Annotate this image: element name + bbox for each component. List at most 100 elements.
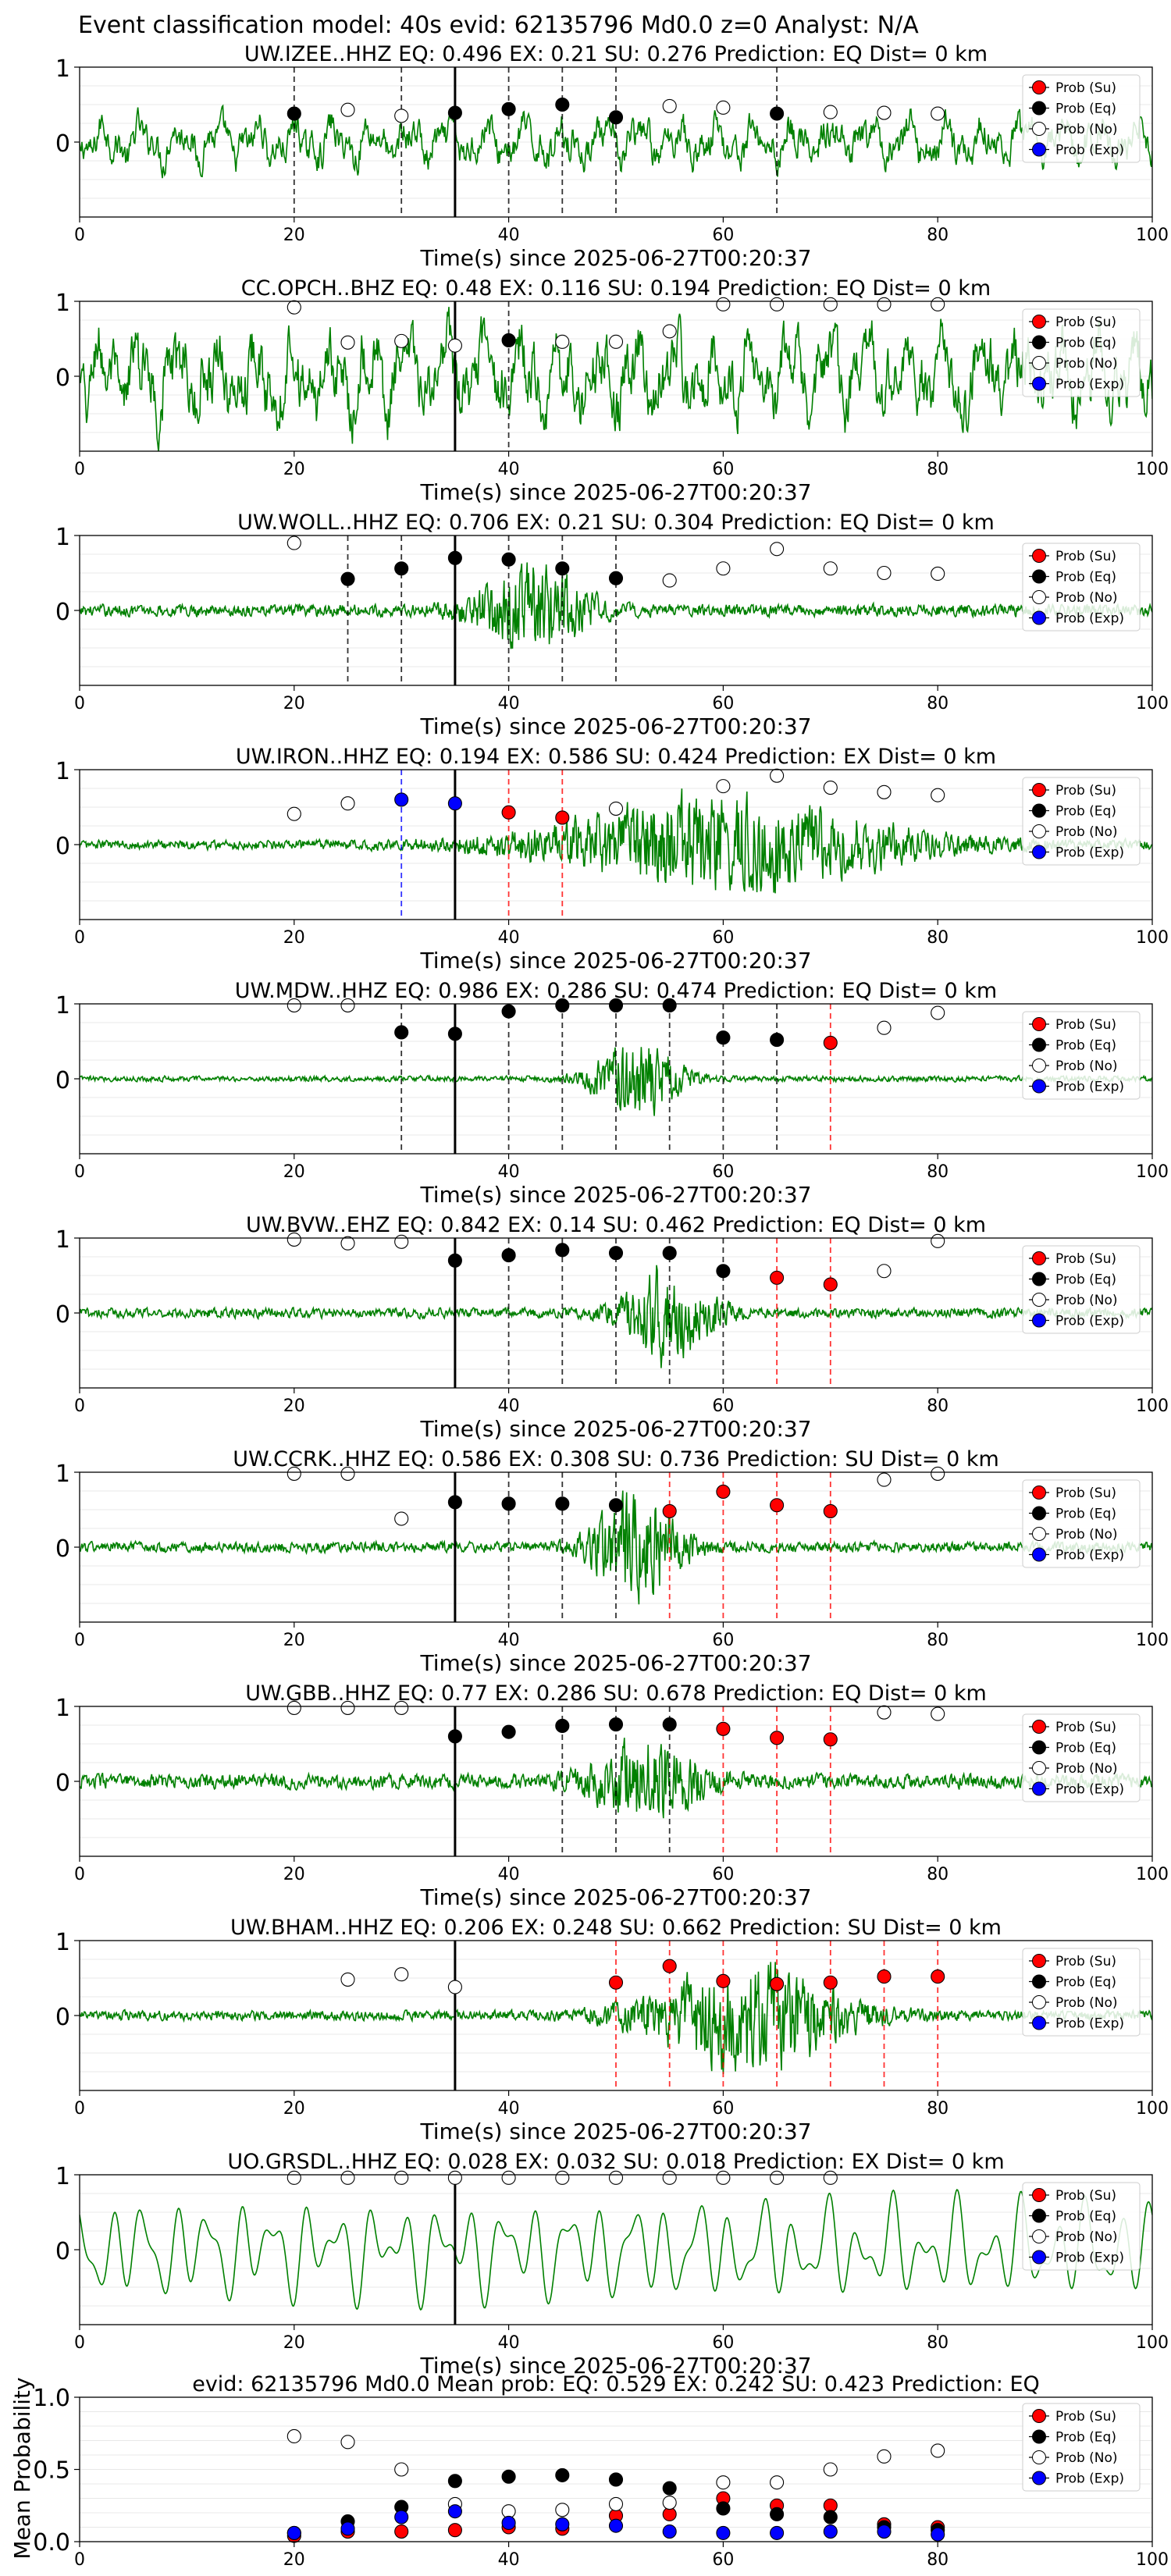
prob-point-no: [340, 1700, 355, 1715]
y-tick-label: 1: [55, 1461, 70, 1488]
legend-marker-su: [1032, 315, 1046, 329]
x-tick-label: 80: [927, 2099, 949, 2119]
mean-prob-point-no: [662, 2496, 677, 2510]
x-axis-label: Time(s) since 2025-06-27T00:20:37: [419, 948, 811, 973]
legend-label: Prob (Eq): [1055, 2430, 1116, 2446]
legend-label: Prob (No): [1055, 1761, 1118, 1777]
prob-point-no: [823, 2170, 838, 2185]
mean-prob-point-exp: [823, 2524, 838, 2539]
x-tick-label: 0: [74, 1631, 85, 1650]
prob-point-no: [287, 998, 301, 1012]
legend-label: Prob (Exp): [1055, 2471, 1124, 2487]
y-tick-label: 0: [55, 2238, 70, 2265]
legend-marker-exp: [1032, 610, 1046, 625]
legend-marker-eq: [1032, 1506, 1046, 1521]
legend-label: Prob (Eq): [1055, 1507, 1116, 1522]
y-tick-label: 0.5: [33, 2457, 70, 2485]
prob-point-su: [823, 1277, 838, 1292]
waveform-panel: UW.MDW..HHZ EQ: 0.986 EX: 0.286 SU: 0.47…: [55, 979, 1169, 1208]
x-tick-label: 40: [498, 1397, 520, 1416]
prob-point-no: [770, 768, 785, 783]
prob-point-no: [662, 2170, 677, 2185]
x-tick-label: 0: [74, 694, 85, 713]
prob-point-su: [770, 1270, 785, 1285]
prob-point-no: [287, 1466, 301, 1481]
x-axis-label: Time(s) since 2025-06-27T00:20:37: [419, 2353, 811, 2379]
panel-title: UW.WOLL..HHZ EQ: 0.706 EX: 0.21 SU: 0.30…: [237, 511, 995, 535]
prob-point-no: [823, 780, 838, 795]
legend-marker-su: [1032, 2188, 1046, 2202]
y-tick-label: 1: [55, 55, 70, 83]
mean-prob-point-no: [716, 2475, 731, 2490]
mean-prob-point-exp: [394, 2510, 409, 2524]
mean-prob-point-eq: [555, 2467, 570, 2482]
legend-marker-su: [1032, 1017, 1046, 1031]
legend-label: Prob (No): [1055, 356, 1118, 372]
x-tick-label: 100: [1136, 460, 1169, 479]
x-tick-label: 100: [1136, 2333, 1169, 2353]
mean-prob-point-no: [823, 2462, 838, 2477]
legend-label: Prob (Exp): [1055, 143, 1124, 158]
y-tick-label: 1: [55, 1226, 70, 1254]
x-tick-label: 80: [927, 1162, 949, 1182]
x-tick-label: 20: [283, 694, 305, 713]
panel-title: UW.BHAM..HHZ EQ: 0.206 EX: 0.248 SU: 0.6…: [230, 1916, 1002, 1940]
y-tick-label: 1: [55, 290, 70, 317]
prob-point-eq: [608, 998, 624, 1012]
panel-title: UW.CCRK..HHZ EQ: 0.586 EX: 0.308 SU: 0.7…: [233, 1447, 999, 1471]
prob-point-no: [823, 297, 838, 311]
x-tick-label: 20: [283, 460, 305, 479]
legend-marker-eq: [1032, 803, 1046, 818]
legend-box: [1022, 1948, 1141, 2037]
legend-marker-no: [1032, 1761, 1046, 1775]
y-tick-label: 0: [55, 1067, 70, 1094]
prob-point-su: [716, 1721, 731, 1736]
x-tick-label: 40: [498, 1631, 520, 1650]
legend-label: Prob (Eq): [1055, 1272, 1116, 1288]
prob-point-su: [555, 810, 570, 825]
mean-prob-point-exp: [662, 2524, 677, 2539]
legend-box: [1022, 543, 1141, 632]
prob-point-no: [716, 297, 731, 311]
x-tick-label: 80: [927, 1397, 949, 1416]
x-tick-label: 20: [283, 2550, 305, 2570]
prob-point-no: [931, 1233, 945, 1248]
x-tick-label: 60: [712, 1397, 734, 1416]
x-tick-label: 60: [712, 1631, 734, 1650]
x-tick-label: 20: [283, 1631, 305, 1650]
x-tick-label: 0: [74, 226, 85, 245]
x-tick-label: 80: [927, 2333, 949, 2353]
legend-marker-eq: [1032, 101, 1046, 116]
legend-box: [1022, 2182, 1141, 2271]
x-tick-label: 60: [712, 2333, 734, 2353]
legend-label: Prob (No): [1055, 122, 1118, 137]
prob-point-no: [931, 297, 945, 311]
legend-box: [1022, 74, 1141, 163]
y-tick-label: 0: [55, 1301, 70, 1329]
legend-box: [1022, 308, 1141, 397]
x-tick-label: 40: [498, 1162, 520, 1182]
mean-prob-point-eq: [608, 2472, 624, 2487]
x-tick-label: 0: [74, 2099, 85, 2119]
legend-label: Prob (Eq): [1055, 804, 1116, 820]
legend-marker-no: [1032, 2229, 1046, 2243]
prob-point-no: [877, 1264, 892, 1279]
legend-label: Prob (Eq): [1055, 570, 1116, 585]
prob-point-su: [770, 1976, 785, 1991]
x-tick-label: 100: [1136, 1397, 1169, 1416]
prob-point-eq: [447, 1495, 462, 1510]
x-tick-label: 80: [927, 928, 949, 948]
prob-point-eq: [608, 1246, 624, 1261]
legend-label: Prob (Exp): [1055, 2250, 1124, 2266]
x-tick-label: 100: [1136, 2099, 1169, 2119]
y-tick-label: 0.0: [33, 2529, 70, 2556]
prob-point-su: [770, 1498, 785, 1513]
x-tick-label: 40: [498, 2333, 520, 2353]
prob-point-no: [340, 102, 355, 117]
legend-label: Prob (Eq): [1055, 1741, 1116, 1756]
prob-point-no: [931, 106, 945, 121]
x-tick-label: 80: [927, 694, 949, 713]
prob-point-eq: [447, 1729, 462, 1744]
mean-prob-point-eq: [770, 2507, 785, 2521]
legend-marker-exp: [1032, 2016, 1046, 2030]
